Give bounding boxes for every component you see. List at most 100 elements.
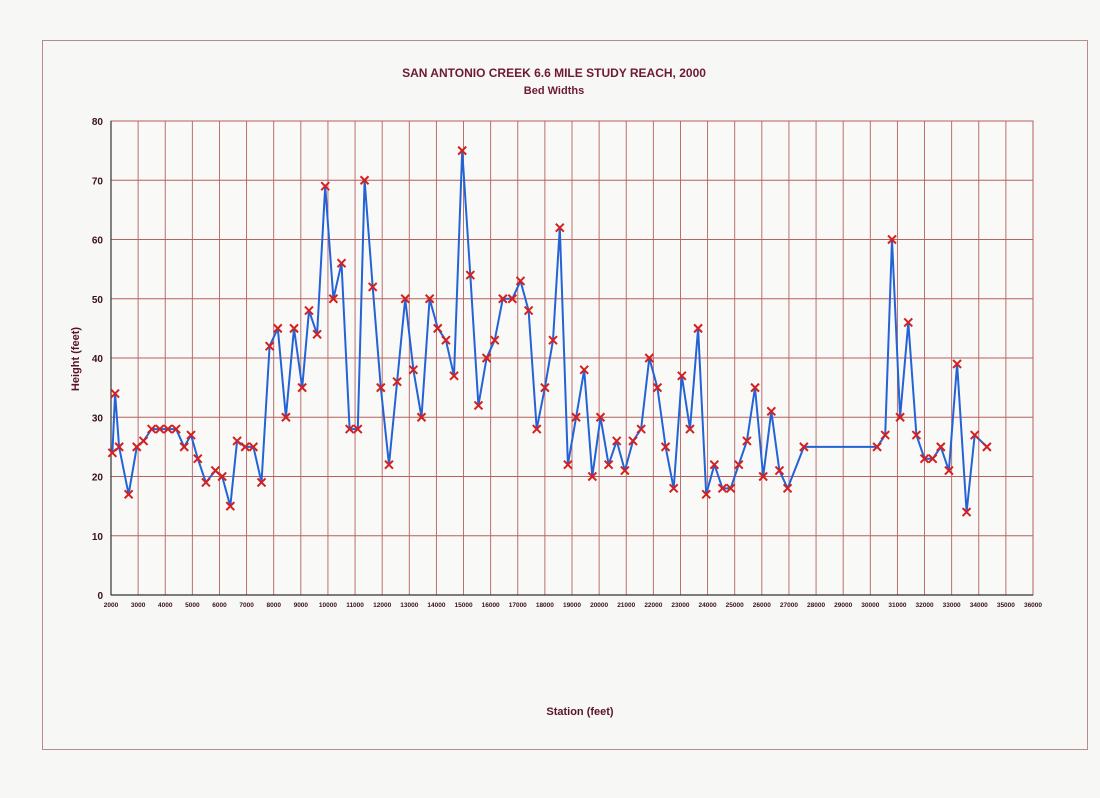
data-point-marker — [895, 412, 905, 422]
data-point-marker — [911, 430, 922, 440]
data-point-marker — [353, 424, 363, 434]
x-tick-label: 23000 — [671, 602, 689, 609]
x-tick-label: 32000 — [915, 602, 933, 609]
data-point-marker — [887, 234, 897, 245]
data-point-marker — [587, 471, 598, 482]
data-point-marker — [693, 323, 703, 334]
x-tick-label: 17000 — [509, 602, 527, 609]
grid-lines — [110, 120, 1034, 596]
data-point-marker — [936, 442, 946, 452]
data-point-marker — [155, 424, 165, 434]
x-tick-label: 27000 — [780, 602, 798, 609]
data-point-marker — [515, 276, 526, 286]
data-point-marker — [114, 442, 124, 452]
data-point-marker — [636, 424, 646, 434]
data-point-marker — [880, 430, 890, 440]
data-point-marker — [701, 489, 711, 499]
x-tick-label: 31000 — [888, 602, 906, 609]
y-tick-label: 10 — [92, 532, 104, 543]
data-point-marker — [392, 376, 402, 387]
data-point-marker — [725, 483, 736, 494]
data-point-marker — [774, 465, 785, 476]
y-axis-ticks: 0 10 20 30 40 50 60 70 80 — [92, 117, 104, 602]
y-tick-label: 80 — [92, 117, 104, 128]
data-point-marker — [944, 465, 954, 476]
data-point-marker — [248, 442, 259, 452]
data-point-marker — [367, 282, 378, 292]
x-axis-label: Station (feet) — [546, 706, 614, 718]
data-point-marker — [919, 454, 930, 464]
x-tick-label: 13000 — [400, 602, 418, 609]
y-tick-label: 30 — [92, 413, 104, 424]
data-point-marker — [595, 412, 606, 422]
x-tick-label: 16000 — [482, 602, 500, 609]
x-tick-label: 26000 — [753, 602, 771, 609]
data-point-marker — [179, 442, 189, 452]
data-point-marker — [903, 317, 913, 328]
data-point-marker — [297, 382, 307, 393]
data-point-marker — [927, 454, 938, 464]
x-axis-ticks: 2000 3000 4000 5000 6000 7000 8000 9000 10000 110… — [104, 602, 1043, 609]
x-tick-label: 14000 — [427, 602, 445, 609]
data-point-marker — [668, 483, 679, 494]
data-point-marker — [163, 424, 173, 434]
data-point-marker — [571, 412, 581, 422]
data-point-marker — [473, 400, 484, 411]
data-point-marker — [620, 465, 630, 476]
data-point-marker — [685, 424, 695, 434]
x-tick-label: 5000 — [185, 602, 200, 609]
data-point-marker — [359, 175, 370, 185]
x-tick-label: 7000 — [239, 602, 254, 609]
data-point-marker — [304, 305, 314, 316]
data-point-marker — [336, 258, 347, 268]
x-tick-label: 20000 — [590, 602, 608, 609]
y-tick-label: 60 — [92, 236, 104, 247]
x-tick-label: 3000 — [131, 602, 146, 609]
series-markers — [107, 145, 992, 517]
data-point-marker — [384, 459, 394, 470]
data-point-marker — [344, 424, 355, 434]
y-tick-label: 40 — [92, 354, 104, 365]
data-point-marker — [256, 477, 267, 488]
data-point-marker — [717, 483, 728, 494]
x-tick-label: 10000 — [319, 602, 337, 609]
x-tick-label: 15000 — [454, 602, 472, 609]
data-point-marker — [289, 323, 299, 334]
data-point-marker — [433, 323, 443, 334]
data-point-marker — [628, 436, 638, 446]
data-point-marker — [123, 489, 134, 499]
x-tick-label: 19000 — [563, 602, 581, 609]
data-point-marker — [652, 382, 663, 393]
data-point-marker — [240, 442, 250, 452]
data-point-marker — [750, 382, 760, 393]
data-point-marker — [523, 305, 534, 316]
data-point-marker — [408, 365, 419, 375]
chart-frame: SAN ANTONIO CREEK 6.6 MILE STUDY REACH, … — [42, 40, 1088, 750]
data-point-marker — [952, 359, 962, 369]
data-point-marker — [540, 382, 550, 393]
data-point-marker — [782, 483, 793, 494]
x-tick-label: 24000 — [699, 602, 717, 609]
line-chart: SAN ANTONIO CREEK 6.6 MILE STUDY REACH, … — [70, 66, 1043, 718]
x-tick-label: 30000 — [861, 602, 879, 609]
x-tick-label: 4000 — [158, 602, 173, 609]
data-point-marker — [273, 323, 283, 334]
data-point-marker — [709, 459, 720, 470]
data-point-marker — [563, 459, 573, 470]
data-point-marker — [232, 436, 242, 446]
data-point-marker — [201, 477, 211, 488]
data-point-marker — [320, 181, 330, 191]
data-point-marker — [603, 459, 614, 470]
data-point-marker — [758, 471, 768, 482]
data-point-marker — [312, 329, 322, 340]
data-point-marker — [734, 459, 744, 470]
data-point-marker — [677, 371, 687, 381]
data-point-marker — [507, 294, 518, 304]
data-point-marker — [799, 442, 809, 452]
data-point-marker — [548, 335, 558, 345]
data-point-marker — [532, 424, 542, 434]
data-point-marker — [742, 436, 752, 446]
x-tick-label: 35000 — [997, 602, 1015, 609]
data-point-marker — [264, 341, 275, 351]
data-point-marker — [146, 424, 157, 434]
